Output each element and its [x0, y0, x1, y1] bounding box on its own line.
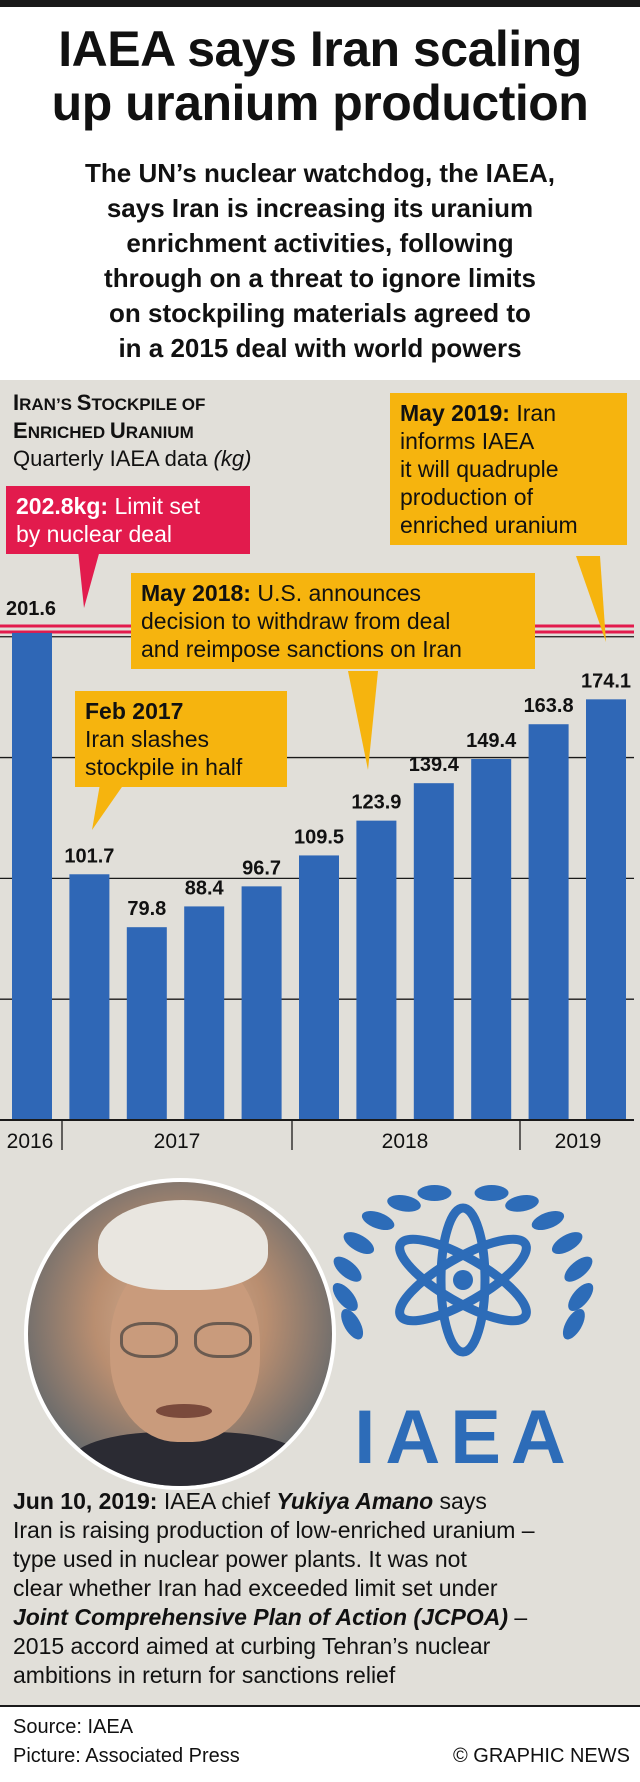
standfirst-line: says Iran is increasing its uranium: [106, 193, 534, 223]
may-2019-pointer: [576, 556, 606, 642]
copyright: © GRAPHIC NEWS: [453, 1745, 630, 1767]
bar-value-label: 109.5: [294, 826, 344, 848]
bar-value-label: 201.6: [6, 598, 56, 620]
standfirst-line: through on a threat to ignore limits: [104, 263, 536, 293]
bar-value-label: 149.4: [466, 730, 517, 752]
bar-q2-2019: [586, 699, 626, 1120]
standfirst: The UN’s nuclear watchdog, the IAEA, say…: [0, 156, 640, 366]
laurel-leaf: [562, 1308, 585, 1340]
standfirst-line: on stockpiling materials agreed to: [109, 298, 531, 328]
x-axis: 2016 2017 2018 2019: [0, 1119, 634, 1153]
footer-rule: [0, 1705, 640, 1707]
laurel-leaf: [332, 1282, 358, 1311]
bar-value-label: 79.8: [127, 898, 166, 920]
bar-q3-2018: [413, 783, 454, 1120]
chart-unit: (kg): [213, 446, 252, 471]
picture-credit: Picture: Associated Press: [13, 1745, 240, 1767]
bar-value-label: 101.7: [64, 845, 114, 867]
laurel-leaf: [341, 1308, 364, 1340]
year-label: 2019: [555, 1130, 602, 1153]
chart-title: IRAN’S STOCKPILE OF ENRICHED URANIUM: [13, 390, 206, 443]
bar-q2-2017: [126, 927, 167, 1120]
headline: IAEA says Iran scaling up uranium produc…: [0, 22, 640, 130]
may-2018-pointer: [348, 671, 378, 770]
iaea-atom-laurel-icon: [332, 1184, 594, 1357]
callout-pointers: [78, 550, 606, 830]
year-label: 2018: [382, 1130, 429, 1153]
bar-value-label: 88.4: [185, 877, 225, 899]
chart-subtitle: Quarterly IAEA data (kg): [13, 446, 252, 471]
bar-value-label: 163.8: [524, 695, 574, 717]
bar-q4-2018: [471, 759, 512, 1120]
feb-2017-callout: Feb 2017 Iran slashes stockpile in half: [75, 691, 287, 787]
limit-callout: 202.8kg: Limit set by nuclear deal: [6, 486, 250, 554]
stockpile-bar-chart: 201.6 101.7 79.8 88.4 96.7 109.5 123.9 139.4 149…: [0, 550, 634, 1153]
may-2018-callout: May 2018: U.S. announces decision to wit…: [131, 573, 535, 669]
standfirst-line: enrichment activities, following: [126, 228, 514, 258]
year-label: 2017: [154, 1130, 201, 1153]
bar-q3-2017: [184, 906, 225, 1120]
limit-pointer: [78, 550, 100, 608]
laurel-leaf: [333, 1256, 362, 1282]
bars: [12, 632, 626, 1120]
bar-q4-2016: [12, 632, 52, 1120]
headline-line-2: up uranium production: [51, 75, 589, 131]
bar-q4-2017: [241, 886, 282, 1120]
laurel-leaf: [387, 1194, 421, 1212]
bar-labels: 201.6 101.7 79.8 88.4 96.7 109.5 123.9 139.4 149…: [6, 598, 631, 920]
laurel-leaf: [361, 1211, 395, 1231]
bar-q1-2017: [69, 874, 110, 1120]
headline-line-1: IAEA says Iran scaling: [58, 21, 582, 77]
standfirst-line: The UN’s nuclear watchdog, the IAEA,: [85, 158, 555, 188]
laurel-leaf: [564, 1256, 593, 1282]
laurel-leaf: [568, 1282, 594, 1311]
year-label: 2016: [7, 1130, 54, 1153]
story-date: Jun 10, 2019:: [13, 1488, 158, 1514]
laurel-leaf: [343, 1232, 375, 1255]
may-2019-callout: May 2019: Iran informs IAEA it will quad…: [390, 393, 627, 545]
bar-q1-2019: [528, 724, 569, 1120]
story-text: Jun 10, 2019: IAEA chief Yukiya Amano sa…: [13, 1488, 535, 1688]
bar-value-label: 123.9: [351, 792, 401, 814]
feb-2017-pointer: [92, 784, 124, 830]
bar-value-label: 174.1: [581, 670, 631, 692]
laurel-leaf: [474, 1184, 509, 1201]
laurel-leaf: [417, 1184, 452, 1201]
bar-value-label: 96.7: [242, 857, 281, 879]
bar-q2-2018: [356, 820, 397, 1120]
laurel-leaf: [551, 1232, 583, 1255]
top-rule: [0, 0, 640, 7]
bar-value-label: 139.4: [409, 754, 460, 776]
yukiya-amano-photo: [24, 1178, 336, 1490]
iaea-logo-text: IAEA: [354, 1395, 576, 1480]
source-credit: Source: IAEA: [13, 1716, 134, 1738]
bar-q1-2018: [299, 855, 339, 1120]
laurel-leaf: [531, 1211, 565, 1231]
laurel-leaf: [505, 1194, 539, 1212]
standfirst-line: in a 2015 deal with world powers: [118, 333, 522, 363]
